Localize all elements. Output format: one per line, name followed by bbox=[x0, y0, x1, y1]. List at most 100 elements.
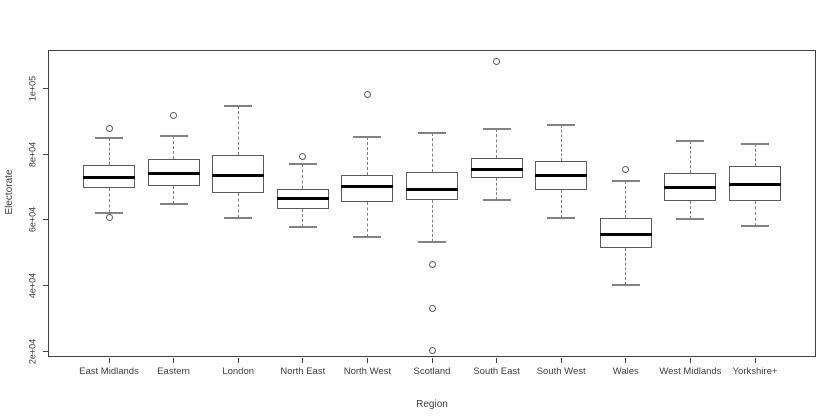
x-axis-tick bbox=[302, 358, 304, 363]
lower-whisker-cap bbox=[288, 226, 317, 229]
y-tick-label: 4e+04 bbox=[27, 273, 38, 299]
x-tick-label: Yorkshire+ bbox=[732, 366, 778, 377]
upper-whisker bbox=[754, 143, 756, 166]
upper-whisker bbox=[496, 129, 498, 158]
upper-whisker bbox=[560, 124, 562, 161]
y-tick-label: 6e+04 bbox=[27, 207, 38, 233]
lower-whisker bbox=[302, 209, 304, 228]
lower-whisker-cap bbox=[95, 211, 123, 214]
median-line bbox=[147, 172, 200, 176]
iqr-box bbox=[406, 172, 458, 201]
outlier-point bbox=[428, 347, 436, 355]
x-axis-tick bbox=[108, 358, 110, 363]
upper-whisker-cap bbox=[159, 134, 188, 137]
lower-whisker bbox=[431, 200, 433, 242]
median-line bbox=[729, 182, 781, 186]
x-tick-label: East Midlands bbox=[79, 366, 139, 377]
upper-whisker bbox=[173, 135, 175, 160]
x-axis-tick bbox=[366, 358, 368, 363]
x-tick-label: South East bbox=[473, 366, 520, 377]
lower-whisker bbox=[237, 193, 239, 219]
upper-whisker-cap bbox=[418, 131, 446, 134]
median-line bbox=[599, 232, 652, 236]
x-tick-label: Wales bbox=[612, 366, 639, 377]
lower-whisker-cap bbox=[353, 235, 382, 238]
iqr-box bbox=[470, 157, 523, 179]
lower-whisker-cap bbox=[418, 240, 446, 243]
upper-whisker-cap bbox=[676, 139, 705, 142]
lower-whisker-cap bbox=[611, 283, 640, 286]
lower-whisker-cap bbox=[482, 198, 511, 201]
outlier-point bbox=[622, 166, 630, 174]
x-axis-tick bbox=[431, 358, 433, 363]
upper-whisker bbox=[108, 138, 110, 165]
lower-whisker bbox=[689, 201, 691, 219]
iqr-box bbox=[341, 174, 394, 203]
lower-whisker-cap bbox=[159, 202, 188, 205]
upper-whisker-cap bbox=[353, 135, 382, 138]
upper-whisker bbox=[689, 140, 691, 174]
x-tick-label: West Midlands bbox=[659, 366, 722, 377]
y-axis-tick bbox=[43, 153, 48, 155]
lower-whisker bbox=[560, 189, 562, 219]
outlier-point bbox=[105, 124, 113, 132]
outlier-point bbox=[170, 112, 178, 120]
x-tick-label: South West bbox=[536, 366, 586, 377]
outlier-point bbox=[493, 58, 501, 66]
outlier-point bbox=[299, 153, 307, 161]
x-tick-label: Scotland bbox=[413, 366, 451, 377]
lower-whisker bbox=[366, 202, 368, 237]
x-axis-tick bbox=[560, 358, 562, 363]
lower-whisker bbox=[108, 188, 110, 213]
y-axis-tick bbox=[43, 219, 48, 221]
outlier-point bbox=[363, 91, 371, 99]
lower-whisker-cap bbox=[224, 217, 253, 220]
lower-whisker-cap bbox=[676, 217, 705, 220]
lower-whisker-cap bbox=[741, 224, 769, 227]
median-line bbox=[470, 168, 523, 172]
outlier-point bbox=[105, 213, 113, 221]
upper-whisker bbox=[237, 105, 239, 156]
y-tick-label: 8e+04 bbox=[27, 141, 38, 167]
upper-whisker bbox=[302, 163, 304, 190]
y-axis-tick bbox=[43, 285, 48, 287]
y-axis-title: Electorate bbox=[4, 169, 15, 215]
x-tick-label: Eastern bbox=[157, 366, 190, 377]
x-axis-tick bbox=[689, 358, 691, 363]
upper-whisker-cap bbox=[482, 128, 511, 131]
upper-whisker bbox=[625, 180, 627, 219]
x-axis-tick bbox=[173, 358, 175, 363]
outlier-point bbox=[428, 304, 436, 312]
x-tick-label: North West bbox=[343, 366, 392, 377]
median-line bbox=[535, 174, 588, 178]
x-axis-tick bbox=[237, 358, 239, 363]
upper-whisker-cap bbox=[547, 123, 576, 126]
y-tick-label: 2e+04 bbox=[27, 338, 38, 365]
upper-whisker-cap bbox=[741, 142, 769, 145]
upper-whisker-cap bbox=[224, 104, 253, 107]
x-axis-tick bbox=[754, 358, 756, 363]
outlier-point bbox=[428, 261, 436, 269]
x-tick-label: London bbox=[222, 366, 255, 377]
lower-whisker bbox=[496, 178, 498, 200]
median-line bbox=[276, 196, 329, 200]
upper-whisker-cap bbox=[288, 162, 317, 165]
upper-whisker-cap bbox=[95, 137, 123, 140]
y-axis-tick bbox=[43, 351, 48, 353]
x-axis-tick bbox=[625, 358, 627, 363]
upper-whisker-cap bbox=[611, 179, 640, 182]
lower-whisker bbox=[173, 185, 175, 204]
y-axis-tick bbox=[43, 87, 48, 89]
x-tick-label: North East bbox=[280, 366, 326, 377]
median-line bbox=[664, 185, 717, 189]
iqr-box bbox=[212, 155, 265, 194]
median-line bbox=[406, 188, 458, 192]
lower-whisker-cap bbox=[547, 217, 576, 220]
x-axis-title: Region bbox=[416, 399, 448, 410]
median-line bbox=[83, 175, 135, 179]
y-tick-label: 1e+05 bbox=[27, 75, 38, 101]
lower-whisker bbox=[625, 248, 627, 285]
median-line bbox=[212, 174, 265, 178]
lower-whisker bbox=[754, 200, 756, 226]
